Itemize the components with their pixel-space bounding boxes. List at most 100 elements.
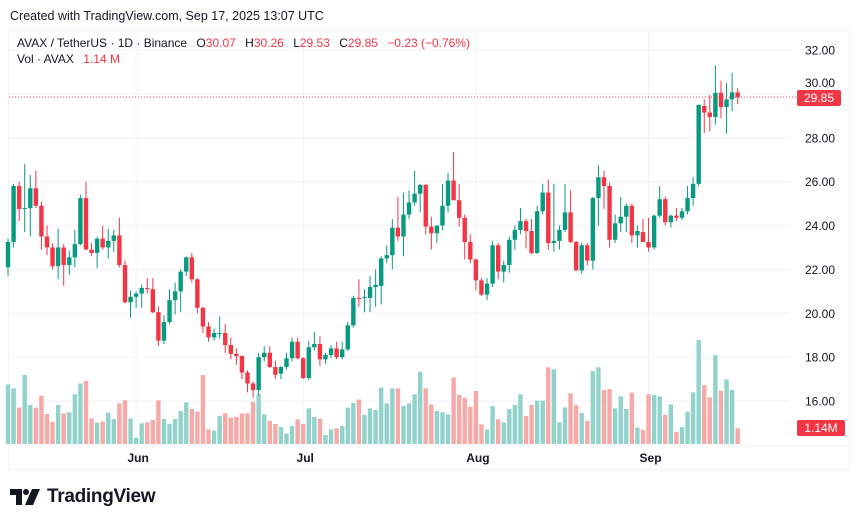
- candle-body: [284, 358, 289, 368]
- candle-body: [145, 288, 150, 290]
- candle: [161, 315, 167, 344]
- volume-bar: [273, 424, 278, 444]
- volume-bar: [44, 413, 50, 444]
- candle-body: [61, 247, 66, 266]
- candle-body: [156, 312, 161, 341]
- volume-bar: [323, 435, 328, 444]
- volume-bar: [551, 369, 557, 444]
- tradingview-logo[interactable]: TradingView: [10, 486, 156, 508]
- candle-body: [490, 245, 495, 284]
- candle: [640, 218, 646, 242]
- candle: [501, 260, 506, 283]
- candle: [328, 345, 334, 359]
- volume-bar: [468, 406, 473, 444]
- candle-body: [72, 244, 78, 258]
- volume-bar: [562, 407, 568, 444]
- candle: [440, 183, 445, 230]
- candle: [679, 207, 685, 221]
- candle: [156, 306, 161, 347]
- candle-body: [390, 227, 395, 256]
- candle: [234, 348, 239, 365]
- volume-bar: [312, 417, 317, 444]
- volume-bar: [557, 422, 562, 444]
- candle-body: [334, 348, 339, 358]
- volume-bar: [39, 395, 44, 444]
- volume-bar: [657, 396, 662, 444]
- candle-body: [161, 322, 167, 341]
- candle: [473, 258, 479, 291]
- candle: [284, 352, 289, 370]
- volume-bar: [122, 400, 128, 444]
- candle-body: [434, 225, 440, 234]
- last-price-label: 29.85: [804, 91, 834, 105]
- candle-body: [640, 232, 646, 242]
- candle-body: [33, 188, 39, 206]
- volume-bar: [306, 408, 311, 444]
- close-label: C: [339, 36, 348, 50]
- candle: [729, 73, 735, 112]
- candle-body: [262, 352, 267, 358]
- candle: [484, 278, 490, 301]
- volume-bar: [434, 410, 440, 444]
- candle-body: [273, 367, 278, 375]
- candle: [228, 337, 233, 360]
- candle: [351, 295, 356, 328]
- volume-bar: [206, 429, 211, 444]
- volume-row: Vol · AVAX 1.14 M: [17, 51, 470, 67]
- volume-bar: [156, 400, 161, 444]
- y-tick-label: 30.00: [805, 76, 835, 90]
- candle: [518, 207, 523, 235]
- candle: [133, 291, 139, 308]
- candle-body: [601, 177, 607, 187]
- volume-bar: [540, 400, 545, 444]
- volume-bar: [518, 394, 523, 444]
- symbol-title[interactable]: AVAX / TetherUS · 1D · Binance: [17, 36, 188, 50]
- volume-bar: [211, 430, 217, 444]
- candle-body: [707, 112, 713, 117]
- candle-body: [228, 345, 233, 354]
- candle: [211, 328, 217, 341]
- y-tick-label: 24.00: [805, 219, 835, 233]
- candle: [646, 217, 651, 252]
- candle-body: [674, 215, 679, 218]
- volume-bar: [128, 418, 133, 444]
- volume-bar: [674, 432, 679, 444]
- volume-bar: [573, 405, 579, 444]
- candle: [106, 228, 111, 259]
- candle: [122, 260, 128, 304]
- volume-bar: [139, 423, 144, 444]
- candle-body: [189, 257, 195, 280]
- volume-bar: [690, 392, 696, 444]
- volume-label[interactable]: Vol · AVAX: [17, 52, 74, 66]
- candle: [312, 331, 317, 351]
- candle: [629, 203, 635, 244]
- candle: [573, 240, 579, 271]
- candle-body: [5, 241, 11, 268]
- candle-body: [696, 104, 701, 184]
- volume-bar: [284, 433, 289, 444]
- candle-body: [668, 215, 674, 223]
- volume-bar: [707, 397, 713, 444]
- volume-bar: [590, 371, 596, 444]
- candle: [696, 104, 701, 187]
- candle-body: [83, 198, 89, 250]
- volume-bar: [367, 408, 373, 444]
- candle-body: [378, 258, 384, 286]
- volume-bar: [172, 418, 178, 444]
- open-value: 30.07: [205, 36, 236, 50]
- volume-bar: [429, 404, 434, 444]
- volume-bar: [713, 355, 718, 444]
- y-tick-label: 20.00: [805, 307, 835, 321]
- volume-bar: [729, 390, 735, 444]
- x-tick-label: Sep: [640, 451, 662, 465]
- candle-body: [406, 202, 412, 215]
- candle: [78, 194, 83, 246]
- candle: [462, 214, 467, 260]
- candle: [724, 82, 729, 134]
- candle-body: [685, 198, 690, 212]
- volume-bar: [685, 411, 690, 444]
- candle: [334, 341, 339, 360]
- candle: [150, 278, 156, 314]
- candle: [5, 238, 11, 276]
